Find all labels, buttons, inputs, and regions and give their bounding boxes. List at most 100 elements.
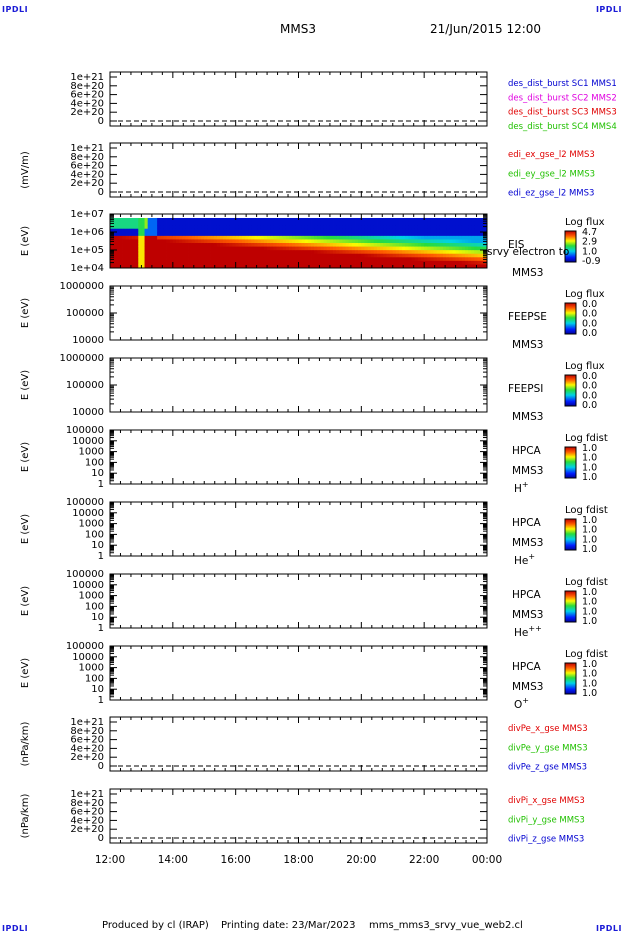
heatmap-cell [166,239,171,244]
heatmap-cell [292,257,296,262]
colorbar [564,446,577,479]
legend-entry: divPi_y_gse MMS3 [508,815,585,825]
heatmap-cell [157,218,161,222]
spacecraft-label: MMS3 [512,609,543,621]
heatmap-cell [461,221,466,226]
heatmap-cell [153,239,158,244]
ytick-label: 1e+07 [70,209,104,220]
heatmap-cell [292,264,296,269]
heatmap-cell [207,257,211,262]
heatmap-cell [191,243,196,247]
heatmap-cell [119,260,123,265]
heatmap-cell [414,232,419,237]
heatmap-cell [229,260,233,265]
heatmap-cell [430,232,434,237]
ytick-label: 1000 [79,447,104,458]
heatmap-cell [166,228,171,233]
heatmap-cell [364,239,369,244]
heatmap-cell [326,260,331,265]
heatmap-cell [219,235,224,240]
heatmap-cell [414,225,419,230]
heatmap-cell [351,260,356,265]
heatmap-cell [179,250,183,255]
heatmap-cell [474,257,478,262]
ytick-label: 1 [98,695,104,706]
heatmap-cell [166,257,171,262]
heatmap-cell [119,264,123,269]
heatmap-cell [113,225,117,230]
heatmap-cell [201,246,205,251]
heatmap-cell [367,232,372,237]
heatmap-cell [295,239,299,244]
heatmap-cell [323,250,328,255]
heatmap-cell [116,228,120,233]
heatmap-cell [229,232,233,237]
heatmap-cell [351,235,356,240]
heatmap-cell [191,221,196,226]
heatmap-cell [232,260,237,265]
heatmap-cell [116,257,120,262]
heatmap-cell [433,250,438,255]
heatmap-cell [141,253,145,258]
heatmap-cell [163,218,167,222]
heatmap-cell [226,257,230,262]
heatmap-cell [191,239,196,244]
heatmap-cell [204,243,208,247]
heatmap-cell [197,250,202,255]
ytick-label: 10 [91,684,104,695]
heatmap-cell [169,253,174,258]
heatmap-cell [210,225,215,230]
heatmap-cell [185,243,189,247]
heatmap-cell [314,225,318,230]
heatmap-cell [260,257,265,262]
heatmap-cell [270,225,274,230]
heatmap-cell [282,239,287,244]
heatmap-cell [474,235,478,240]
heatmap-cell [452,250,456,255]
heatmap-cell [458,246,463,251]
heatmap-cell [307,243,312,247]
heatmap-cell [179,243,183,247]
heatmap-cell [323,260,328,265]
heatmap-cell [175,225,180,230]
heatmap-cell [336,218,340,222]
heatmap-cell [395,228,400,233]
corner-label-top-left: IPDLI [2,5,29,14]
heatmap-cell [439,264,444,269]
heatmap-cell [279,246,284,251]
heatmap-cell [194,221,199,226]
heatmap-cell [307,235,312,240]
ytick-label: 100000 [66,497,104,508]
heatmap-cell [172,218,177,222]
heatmap-cell [254,228,259,233]
heatmap-cell [417,257,422,262]
heatmap-cell [307,250,312,255]
heatmap-cell [373,239,378,244]
heatmap-cell [455,250,460,255]
heatmap-cell [238,239,243,244]
heatmap-cell [257,260,262,265]
heatmap-cell [439,260,444,265]
heatmap-cell [389,239,394,244]
heatmap-cell [427,264,431,269]
heatmap-cell [248,257,252,262]
heatmap-cell [144,235,149,240]
heatmap-cell [279,250,284,255]
heatmap-cell [326,264,331,269]
heatmap-cell [282,235,287,240]
heatmap-cell [427,218,431,222]
heatmap-cell [392,257,397,262]
heatmap-cell [433,221,438,226]
heatmap-cell [179,264,183,269]
heatmap-cell [157,225,161,230]
heatmap-cell [213,264,218,269]
heatmap-cell [219,228,224,233]
heatmap-cell [276,264,281,269]
heatmap-cell [298,260,303,265]
heatmap-cell [336,264,340,269]
heatmap-cell [119,257,123,262]
heatmap-cell [301,239,306,244]
heatmap-cell [270,235,274,240]
heatmap-cell [383,246,387,251]
heatmap-cell [342,253,347,258]
